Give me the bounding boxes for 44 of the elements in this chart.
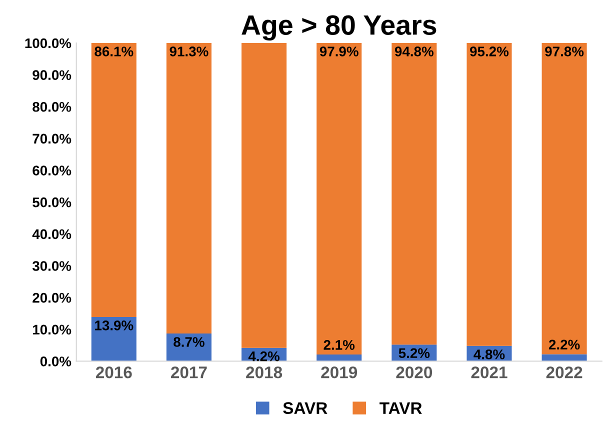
data-label: 95.2% xyxy=(470,46,509,56)
x-tick-label: 2016 xyxy=(96,366,132,378)
data-label: 8.7% xyxy=(174,337,204,347)
legend-label: SAVR xyxy=(283,402,328,414)
bar xyxy=(242,43,287,348)
x-tick-label: 2022 xyxy=(546,366,582,378)
data-label: 86.1% xyxy=(94,46,134,56)
bar xyxy=(91,316,136,362)
bar xyxy=(316,354,362,362)
bar xyxy=(542,43,587,354)
x-tick-label: 2020 xyxy=(396,366,432,378)
data-label: 5.2% xyxy=(398,348,430,358)
data-label: 4.8% xyxy=(474,349,505,360)
y-tick-label: 10.0% xyxy=(33,324,72,335)
y-tick-label: 0.0% xyxy=(40,356,72,366)
data-label: 91.3% xyxy=(170,46,208,56)
data-label: 2.2% xyxy=(548,340,580,350)
y-tick-label: 80.0% xyxy=(32,102,72,112)
data-label: 2.1% xyxy=(324,340,355,350)
y-tick-label: 100.0% xyxy=(25,38,72,48)
bar xyxy=(542,354,587,362)
bar xyxy=(316,43,362,355)
y-tick-label: 90.0% xyxy=(32,70,72,80)
legend-label: TAVR xyxy=(380,402,422,414)
data-label: 97.8% xyxy=(545,46,584,56)
data-label: 13.9% xyxy=(95,320,134,330)
x-tick-label: 2019 xyxy=(321,366,358,378)
x-tick-label: 2021 xyxy=(471,366,508,378)
bar xyxy=(392,43,437,345)
y-tick-label: 60.0% xyxy=(32,166,72,176)
y-tick-label: 30.0% xyxy=(32,261,72,271)
y-tick-label: 40.0% xyxy=(32,229,72,240)
y-tick-label: 70.0% xyxy=(32,134,72,144)
x-tick-label: 2018 xyxy=(246,366,282,378)
chart-title: Age > 80 Years xyxy=(242,15,436,41)
x-tick-label: 2017 xyxy=(171,366,207,378)
y-tick-label: 50.0% xyxy=(32,197,72,208)
bar xyxy=(166,43,212,334)
data-label: 94.8% xyxy=(394,46,434,56)
data-label: 97.9% xyxy=(320,46,358,56)
bar xyxy=(466,43,512,346)
y-tick-label: 20.0% xyxy=(32,292,72,303)
bar xyxy=(91,43,136,317)
data-label: 4.2% xyxy=(248,351,280,362)
